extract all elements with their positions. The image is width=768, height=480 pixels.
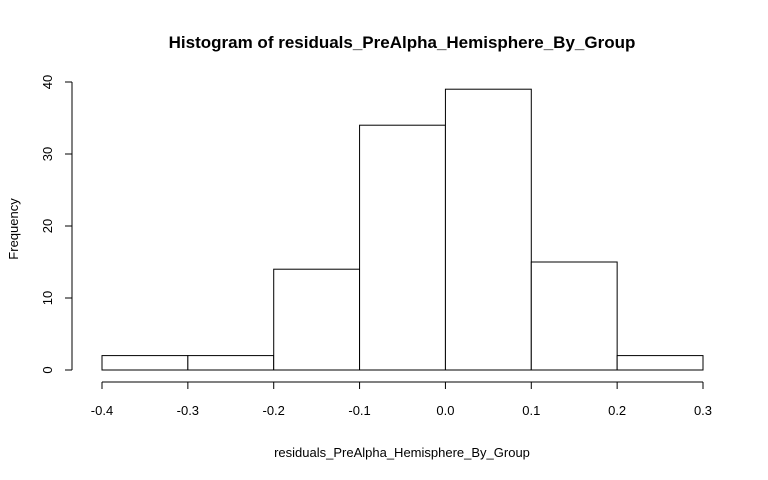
- x-tick-label: 0.2: [608, 403, 626, 418]
- y-axis: 0 10 20 30 40: [40, 75, 73, 374]
- y-tick-label: 10: [40, 291, 55, 305]
- bars-group: [101, 88, 704, 371]
- x-tick-label: -0.3: [177, 403, 199, 418]
- x-tick-label: 0.0: [436, 403, 454, 418]
- x-tick-label: -0.4: [91, 403, 113, 418]
- y-tick-label: 30: [40, 147, 55, 161]
- histogram-bar-1: [101, 355, 189, 371]
- x-axis: -0.4 -0.3 -0.2 -0.1 0.0 0.1 0.2 0.3: [91, 381, 712, 418]
- y-tick-label: 0: [40, 366, 55, 373]
- y-axis-label: Frequency: [6, 198, 21, 260]
- x-tick-label: 0.3: [694, 403, 712, 418]
- histogram-bar-7: [616, 355, 704, 371]
- chart-title: Histogram of residuals_PreAlpha_Hemisphe…: [169, 33, 636, 52]
- x-axis-label: residuals_PreAlpha_Hemisphere_By_Group: [274, 445, 530, 460]
- histogram-bar-3: [273, 268, 361, 371]
- histogram-bar-6: [530, 261, 618, 371]
- histogram-bar-4: [359, 124, 446, 371]
- histogram-bar-5: [444, 88, 532, 371]
- histogram-bar-2: [187, 355, 275, 371]
- x-tick-label: -0.1: [348, 403, 370, 418]
- x-tick-label: -0.2: [263, 403, 285, 418]
- x-tick-label: 0.1: [522, 403, 540, 418]
- y-tick-label: 40: [40, 75, 55, 89]
- y-tick-label: 20: [40, 219, 55, 233]
